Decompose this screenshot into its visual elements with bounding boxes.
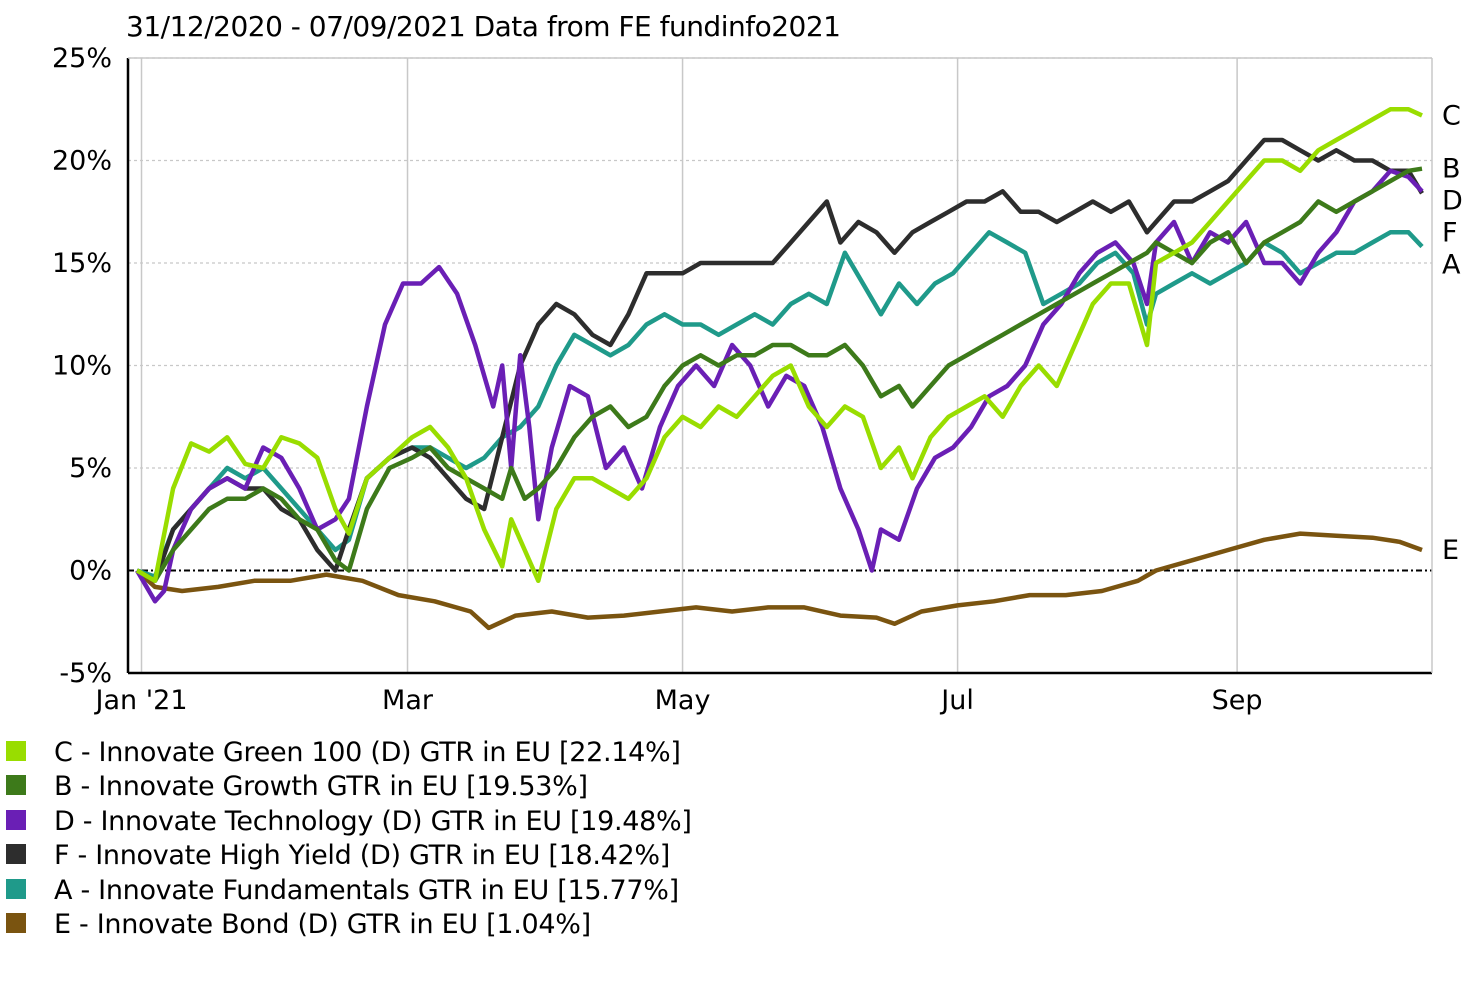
grid: [128, 57, 1432, 673]
y-tick-label: 0%: [69, 556, 112, 587]
legend-swatch: [6, 775, 26, 796]
series-end-label: A: [1442, 250, 1461, 281]
series-line-c: [135, 107, 1423, 584]
series-end-label: C: [1442, 100, 1461, 131]
legend-item: B - Innovate Growth GTR in EU [19.53%]: [6, 772, 692, 806]
series-line-e: [135, 531, 1423, 631]
y-tick-label: 25%: [52, 43, 112, 74]
series-group: [135, 107, 1424, 631]
legend-item: E - Innovate Bond (D) GTR in EU [1.04%]: [6, 908, 692, 944]
series-end-label: F: [1442, 218, 1458, 249]
x-tick-label: Jul: [939, 685, 974, 716]
legend-swatch: [6, 844, 26, 865]
legend-label: C - Innovate Green 100 (D) GTR in EU [22…: [54, 737, 681, 768]
y-tick-label: -5%: [59, 658, 112, 689]
series-line-f: [135, 137, 1424, 584]
legend-item: C - Innovate Green 100 (D) GTR in EU [22…: [6, 738, 692, 772]
chart-area: 25% 20% 15% 10% 5% 0% -5%Jan '21 Mar May Jul Sep C…: [52, 43, 1463, 716]
legend-swatch: [6, 741, 26, 761]
axes: 25% 20% 15% 10% 5% 0% -5%Jan '21 Mar May Jul Sep: [52, 43, 1433, 716]
legend-item: A - Innovate Fundamentals GTR in EU [15.…: [6, 874, 692, 910]
legend: C - Innovate Green 100 (D) GTR in EU [22…: [6, 738, 692, 944]
x-tick-label: Sep: [1212, 685, 1263, 716]
legend-item: F - Innovate High Yield (D) GTR in EU [1…: [6, 841, 692, 875]
x-tick-label: May: [655, 685, 711, 716]
legend-swatch: [6, 912, 26, 933]
legend-label: A - Innovate Fundamentals GTR in EU [15.…: [54, 874, 679, 906]
y-tick-label: 15%: [52, 248, 112, 279]
legend-label: F - Innovate High Yield (D) GTR in EU [1…: [54, 840, 671, 872]
x-tick-label: Jan '21: [94, 685, 188, 716]
series-line-b: [135, 166, 1423, 584]
y-tick-label: 20%: [52, 146, 112, 177]
y-tick-label: 10%: [52, 351, 112, 382]
series-end-label: D: [1442, 186, 1463, 217]
y-tick-label: 5%: [69, 453, 112, 484]
legend-label: B - Innovate Growth GTR in EU [19.53%]: [54, 771, 588, 803]
chart-title: 31/12/2020 - 07/09/2021 Data from FE fun…: [126, 10, 841, 43]
legend-label: D - Innovate Technology (D) GTR in EU [1…: [54, 805, 692, 837]
legend-swatch: [6, 809, 26, 830]
legend-swatch: [6, 878, 26, 899]
x-tick-label: Mar: [382, 685, 434, 716]
legend-label: E - Innovate Bond (D) GTR in EU [1.04%]: [54, 908, 591, 940]
series-end-label: B: [1442, 154, 1461, 185]
series-line-a: [136, 230, 1424, 579]
series-end-label: E: [1442, 535, 1459, 566]
legend-item: D - Innovate Technology (D) GTR in EU [1…: [6, 805, 692, 841]
